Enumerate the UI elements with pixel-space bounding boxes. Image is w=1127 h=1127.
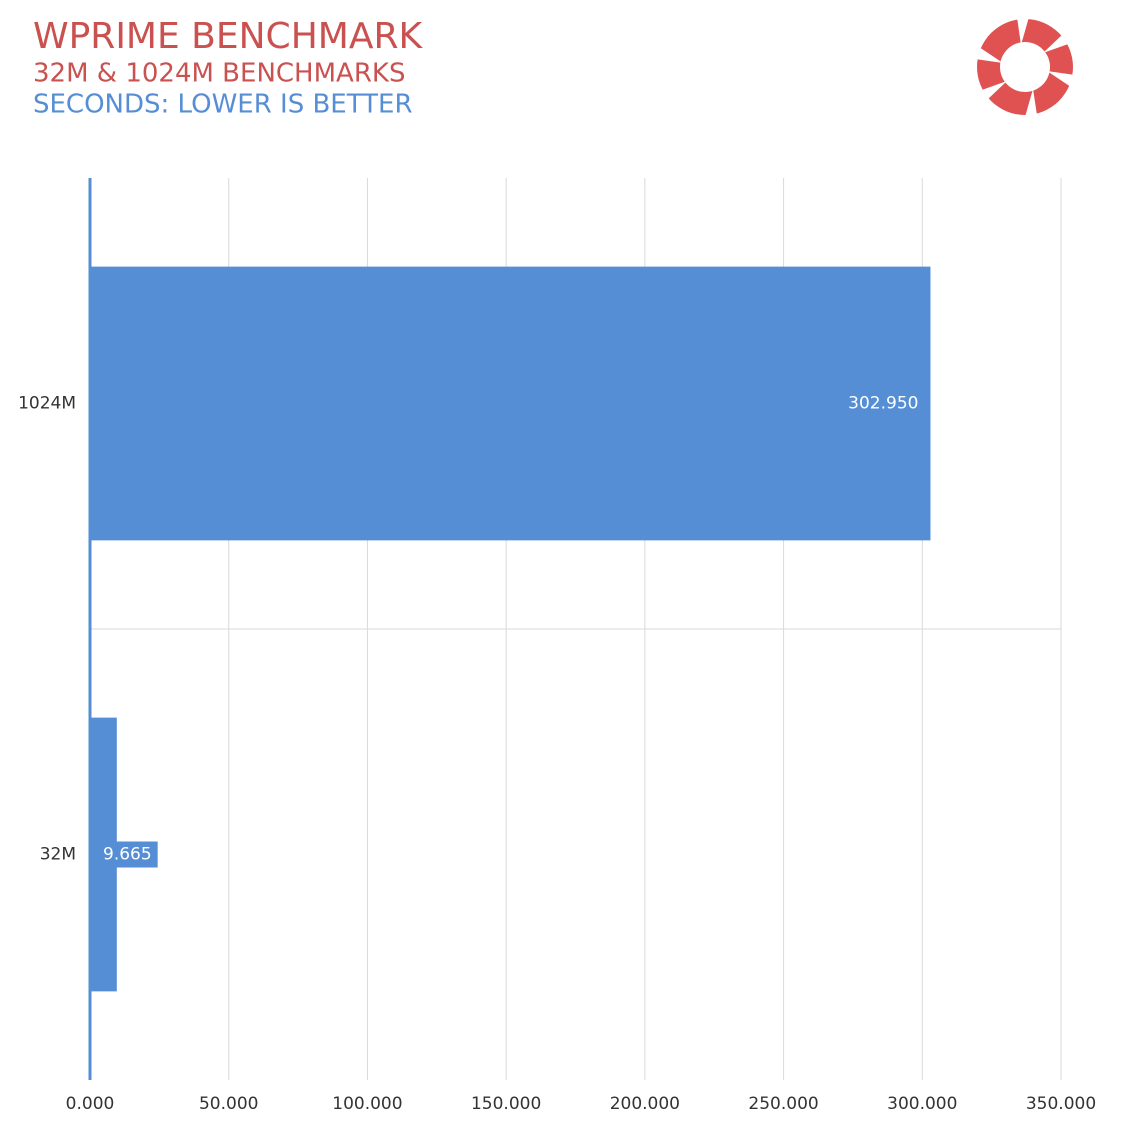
x-tick-label: 300.000 [887, 1094, 957, 1114]
value-label: 302.950 [848, 394, 918, 414]
bar [90, 266, 931, 541]
x-tick-label: 50.000 [199, 1094, 258, 1114]
x-tick-label: 200.000 [610, 1094, 680, 1114]
value-label: 9.665 [103, 845, 152, 865]
x-tick-label: 350.000 [1026, 1094, 1096, 1114]
x-tick-label: 0.000 [66, 1094, 115, 1114]
chart-title: WPRIME BENCHMARK [33, 16, 423, 57]
x-tick-label: 100.000 [332, 1094, 402, 1114]
x-tick-label: 150.000 [471, 1094, 541, 1114]
x-tick-label: 250.000 [748, 1094, 818, 1114]
value-label-background [97, 841, 158, 868]
chart-note: SECONDS: LOWER IS BETTER [33, 90, 413, 120]
y-tick-label: 32M [40, 845, 76, 865]
logo [975, 17, 1075, 117]
chart-subtitle: 32M & 1024M BENCHMARKS [33, 59, 405, 89]
y-tick-label: 1024M [18, 394, 76, 414]
